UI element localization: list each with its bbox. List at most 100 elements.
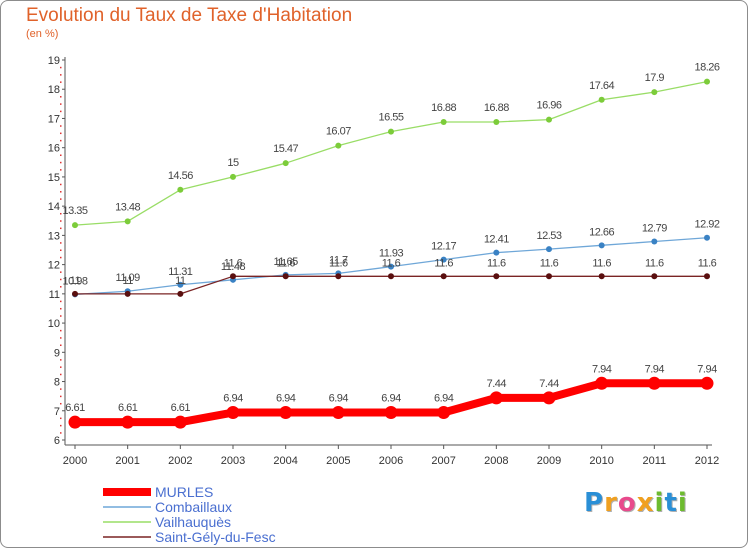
- data-point: [384, 406, 398, 420]
- legend-label: Combaillaux: [155, 499, 232, 515]
- data-label: 7.94: [697, 363, 717, 375]
- y-minor-mark: [60, 169, 62, 171]
- data-point: [331, 406, 345, 420]
- data-label: 16.96: [536, 100, 561, 112]
- data-label: 15.47: [273, 143, 298, 155]
- data-label: 16.88: [431, 102, 456, 114]
- data-point: [282, 273, 289, 280]
- data-point: [546, 246, 552, 253]
- data-label: 11.6: [276, 257, 295, 269]
- x-tick-label: 2002: [168, 455, 192, 467]
- data-label: 13.48: [115, 201, 140, 213]
- y-minor-mark: [60, 373, 62, 376]
- data-point: [700, 376, 714, 390]
- legend-label: MURLES: [155, 484, 213, 500]
- x-tick-label: 2003: [221, 455, 245, 467]
- data-label: 11.93: [379, 248, 404, 260]
- data-point: [72, 222, 78, 229]
- y-minor-mark: [60, 300, 62, 303]
- x-tick-label: 2009: [537, 455, 561, 467]
- data-label: 11.09: [116, 272, 141, 284]
- data-label: 12.41: [484, 234, 509, 246]
- data-label: 11: [70, 275, 81, 287]
- data-label: 11: [122, 275, 133, 287]
- y-tick-label: 14: [48, 201, 60, 213]
- data-point: [68, 415, 82, 429]
- data-point: [598, 96, 605, 103]
- data-label: 11.7: [329, 254, 348, 266]
- y-minor-mark: [60, 66, 62, 69]
- data-point: [598, 273, 605, 280]
- data-label: 18.26: [694, 62, 719, 74]
- data-point: [595, 376, 609, 390]
- y-tick-label: 17: [48, 113, 60, 125]
- y-minor-mark: [60, 191, 62, 193]
- y-minor-mark: [60, 154, 62, 156]
- y-minor-mark: [60, 110, 62, 113]
- data-label: 12.66: [589, 226, 614, 238]
- x-tick-label: 2004: [273, 455, 297, 467]
- proxiti-logo: Proxiti: [584, 488, 688, 518]
- data-point: [493, 273, 500, 280]
- data-point: [230, 173, 236, 180]
- data-point: [230, 273, 236, 280]
- series-line-2: [74, 80, 708, 226]
- data-point: [489, 391, 503, 405]
- y-minor-mark: [60, 139, 62, 142]
- chart-subtitle: (en %): [26, 28, 59, 40]
- data-label: 11.6: [592, 257, 611, 269]
- data-point: [177, 281, 184, 288]
- data-point: [388, 128, 394, 135]
- data-point: [651, 273, 658, 280]
- y-minor-mark: [60, 307, 62, 310]
- data-label: 11.6: [329, 257, 348, 269]
- data-label: 11.6: [698, 257, 717, 269]
- data-point: [440, 118, 447, 125]
- y-tick-label: 8: [54, 377, 60, 389]
- y-minor-mark: [60, 161, 62, 164]
- y-tick-label: 15: [48, 172, 60, 184]
- y-minor-mark: [60, 395, 62, 398]
- x-tick-label: 2007: [431, 455, 455, 467]
- y-minor-mark: [60, 359, 62, 361]
- y-minor-mark: [60, 424, 62, 427]
- data-label: 11.6: [645, 257, 664, 269]
- y-minor-mark: [60, 278, 62, 281]
- y-minor-mark: [60, 81, 62, 83]
- y-minor-mark: [60, 220, 62, 222]
- data-point: [704, 273, 710, 280]
- data-label: 16.07: [326, 126, 351, 138]
- x-tick-label: 2010: [589, 455, 613, 467]
- data-label: 6.94: [381, 393, 401, 405]
- data-point: [598, 242, 605, 249]
- y-minor-mark: [60, 125, 62, 127]
- data-label: 12.17: [431, 241, 456, 253]
- data-point: [226, 406, 240, 420]
- data-point: [704, 78, 710, 85]
- data-label: 7.44: [487, 378, 507, 390]
- x-tick-label: 2011: [643, 455, 667, 467]
- data-point: [124, 218, 131, 225]
- data-point: [651, 89, 658, 96]
- x-tick-label: 2008: [484, 455, 508, 467]
- data-label: 16.88: [484, 102, 509, 114]
- data-label: 6.61: [118, 402, 138, 414]
- data-label: 17.64: [589, 80, 614, 92]
- y-minor-mark: [60, 132, 62, 135]
- data-label: 12.92: [694, 219, 719, 231]
- data-point: [546, 273, 552, 280]
- data-label: 7.44: [539, 378, 559, 390]
- data-label: 17.9: [645, 72, 665, 84]
- x-tick-label: 2001: [115, 455, 139, 467]
- y-tick-label: 11: [49, 289, 60, 301]
- logo-letter: P: [584, 488, 605, 518]
- y-tick-label: 9: [54, 347, 60, 359]
- y-tick-label: 12: [48, 260, 60, 272]
- data-label: 11.65: [274, 256, 299, 268]
- data-point: [173, 415, 187, 429]
- y-minor-mark: [60, 329, 62, 332]
- y-minor-mark: [60, 96, 62, 98]
- data-label: 6.94: [329, 393, 349, 405]
- y-minor-mark: [60, 366, 62, 368]
